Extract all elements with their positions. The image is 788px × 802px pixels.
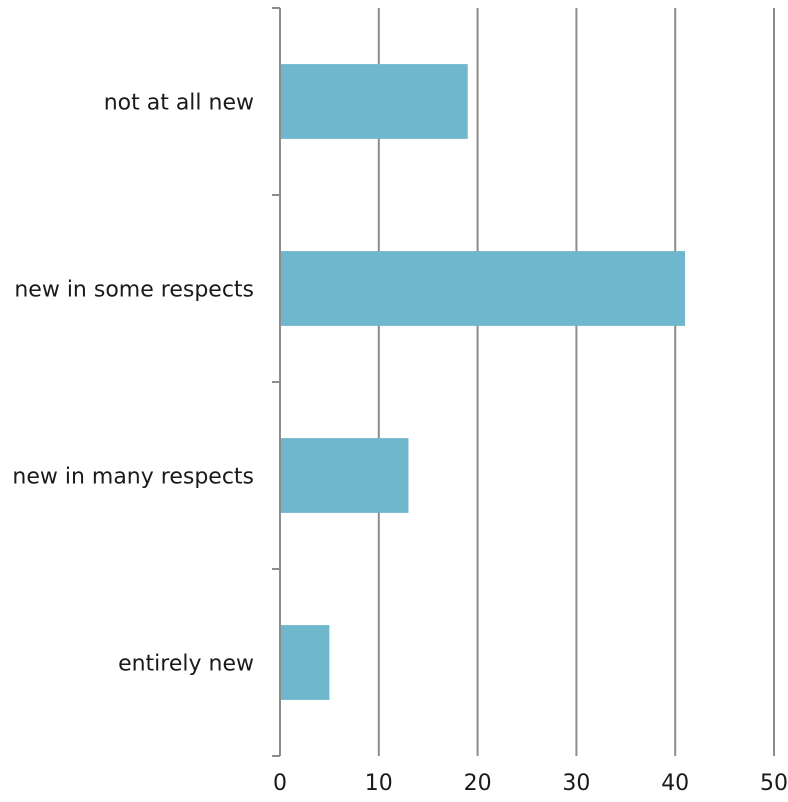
bars	[280, 64, 686, 700]
x-tick-label: 40	[661, 771, 689, 796]
x-tick-label: 0	[273, 771, 287, 796]
bar-not-at-all-new	[280, 64, 468, 139]
axes	[272, 7, 281, 757]
category-label: new in many respects	[12, 465, 254, 490]
gridlines	[377, 8, 775, 756]
bar-new-in-some-respects	[280, 251, 686, 326]
x-tick-label: 50	[760, 771, 788, 796]
labels: 0 10 20 30 40 50 not at all new new in some res…	[12, 91, 788, 797]
category-label: entirely new	[118, 652, 254, 677]
category-label: new in some respects	[14, 278, 254, 303]
bar-entirely-new	[280, 625, 330, 700]
category-label: not at all new	[104, 91, 254, 116]
bar-new-in-many-respects	[280, 438, 409, 513]
x-tick-label: 10	[365, 771, 393, 796]
x-tick-label: 30	[562, 771, 590, 796]
x-tick-label: 20	[464, 771, 492, 796]
